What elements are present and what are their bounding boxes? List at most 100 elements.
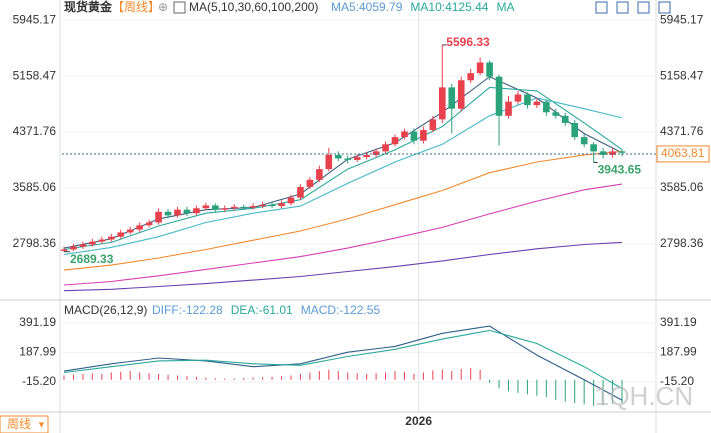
candle-body — [60, 249, 68, 251]
candle-body — [495, 76, 503, 116]
tool-button[interactable] — [658, 1, 671, 14]
candle-body — [486, 62, 493, 77]
candle-body — [448, 87, 456, 109]
period: 【周线】 — [112, 0, 160, 14]
candle-body — [325, 154, 333, 170]
y-tick-label: 187.99 — [660, 345, 697, 359]
y-tick-label: 2798.36 — [13, 236, 57, 250]
candle-body — [391, 137, 399, 145]
candle-body — [145, 222, 153, 226]
dropdown-arrow[interactable]: ▼ — [37, 419, 46, 429]
ma-legend: MA — [496, 0, 514, 14]
candle-body — [543, 101, 550, 113]
period-tab[interactable] — [0, 415, 49, 433]
candle-body — [287, 197, 295, 204]
candle-body — [363, 154, 370, 158]
y-tick-label: -15.20 — [660, 374, 694, 388]
ma-line — [63, 86, 623, 251]
candle-body — [571, 122, 579, 138]
candle-body — [344, 158, 352, 160]
y-tick-label: 4371.76 — [660, 124, 704, 138]
annotation: 5596.33 — [446, 35, 490, 49]
candle-body — [107, 236, 115, 240]
ma-title: MA(5,10,30,60,100,200) — [189, 0, 318, 14]
tool-button[interactable] — [616, 1, 629, 14]
diff-line — [63, 325, 623, 401]
y-tick-label: -15.20 — [22, 374, 56, 388]
watermark: 1QH.CN — [595, 381, 693, 411]
y-tick-label: 5158.47 — [660, 68, 704, 82]
y-tick-label: 187.99 — [19, 345, 56, 359]
candle-body — [372, 151, 380, 155]
candle-body — [155, 211, 162, 223]
candle-body — [609, 151, 616, 155]
candle-body — [174, 209, 181, 216]
x-tick-label: 2026 — [405, 414, 432, 428]
candle-body — [599, 151, 607, 155]
icon[interactable]: ⊕ — [158, 0, 168, 14]
candle-body — [334, 154, 342, 159]
candle-body — [268, 204, 276, 207]
candle-body — [230, 206, 238, 209]
candle-body — [429, 119, 437, 131]
candle-body — [316, 169, 323, 180]
candle-body — [561, 115, 569, 123]
candle-body — [514, 94, 522, 102]
candle-body — [193, 208, 200, 214]
tool-button[interactable] — [637, 1, 650, 14]
ma-line — [63, 150, 623, 271]
candle-body — [249, 206, 257, 208]
candle-body — [457, 80, 465, 109]
candle-body — [467, 73, 474, 81]
macd-title: MACD(26,12,9) — [64, 303, 147, 317]
candle-body — [438, 87, 446, 120]
candle-body — [117, 232, 125, 237]
tool-button[interactable] — [595, 1, 608, 14]
candle-body — [476, 62, 484, 74]
candle-body — [202, 205, 210, 209]
candle-body — [70, 246, 77, 250]
y-tick-label: 391.19 — [660, 315, 697, 329]
y-tick-label: 2798.36 — [660, 236, 704, 250]
candle-body — [212, 205, 219, 210]
candle-body — [297, 186, 304, 198]
y-tick-label: 5945.17 — [13, 12, 57, 26]
candle-body — [278, 203, 285, 207]
ma-line — [63, 241, 623, 292]
y-tick-label: 5158.47 — [13, 68, 57, 82]
candle-body — [240, 206, 248, 208]
candle-body — [306, 179, 314, 187]
y-tick-label: 391.19 — [19, 315, 56, 329]
title: 现货黄金 — [64, 0, 113, 14]
candle-body — [410, 131, 418, 141]
toolbar — [595, 1, 671, 14]
candle-body — [353, 157, 361, 160]
candle-body — [136, 225, 143, 230]
candle-body — [79, 244, 87, 247]
y-tick-label: 3585.06 — [13, 180, 57, 194]
candle-body — [259, 204, 266, 207]
candle-body — [533, 101, 541, 106]
candle-body — [126, 229, 134, 233]
candle-body — [420, 130, 427, 141]
candle-body — [505, 101, 512, 116]
candle-body — [552, 112, 560, 116]
period-tab-label[interactable]: 周线 — [7, 417, 31, 431]
candle-body — [401, 131, 408, 138]
candle-body — [580, 137, 588, 145]
ma-line — [63, 183, 623, 286]
icon[interactable] — [173, 1, 186, 14]
y-tick-label: 4371.76 — [13, 124, 57, 138]
annotation: 2689.33 — [70, 252, 114, 266]
candle-body — [618, 151, 626, 153]
candle-body — [590, 144, 597, 152]
macd-legend: DEA:-61.01 — [231, 303, 293, 317]
ma-legend: MA5:4059.79 — [331, 0, 403, 14]
candle-body — [221, 208, 229, 210]
candle-body — [89, 241, 96, 245]
candle-body — [164, 211, 172, 216]
last-price-label: 4063.81 — [661, 146, 705, 160]
macd-legend: DIFF:-122.28 — [152, 303, 223, 317]
candle-body — [382, 144, 389, 152]
